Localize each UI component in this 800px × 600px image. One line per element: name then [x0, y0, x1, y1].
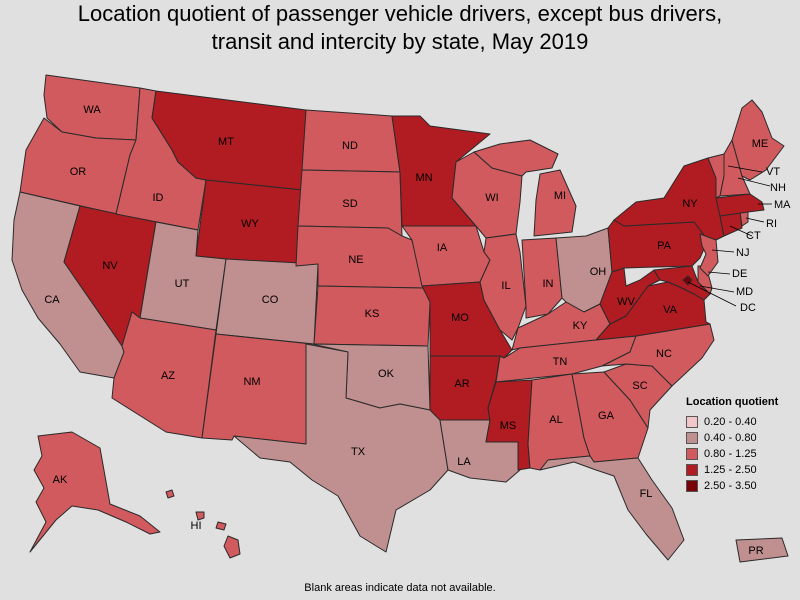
state-ak[interactable]: [29, 431, 161, 553]
label-sc: SC: [632, 380, 647, 392]
label-il: IL: [501, 280, 510, 292]
label-ak: AK: [53, 474, 68, 486]
label-or: OR: [70, 166, 87, 178]
state-pr[interactable]: [735, 537, 789, 563]
label-ut: UT: [175, 278, 190, 290]
label-wi: WI: [485, 192, 498, 204]
label-ma: MA: [774, 199, 791, 211]
leader-vt: [727, 165, 763, 173]
label-sd: SD: [342, 198, 357, 210]
footnote: Blank areas indicate data not available.: [304, 582, 496, 594]
state-ma[interactable]: [715, 193, 765, 217]
state-il[interactable]: [479, 233, 527, 341]
label-nj: NJ: [736, 247, 749, 259]
legend-swatch: [686, 448, 698, 460]
label-mo: MO: [451, 312, 469, 324]
legend-swatch: [686, 480, 698, 492]
label-ca: CA: [44, 294, 60, 306]
legend-label: 0.20 - 0.40: [704, 416, 757, 428]
label-in: IN: [543, 278, 554, 290]
label-co: CO: [262, 294, 279, 306]
label-ne: NE: [348, 254, 363, 266]
leader-dc: [687, 281, 737, 307]
legend-swatch: [686, 432, 698, 444]
label-pa: PA: [657, 240, 672, 252]
legend-title: Location quotient: [686, 396, 779, 408]
legend: Location quotient 0.20 - 0.40 0.40 - 0.8…: [686, 396, 800, 494]
legend-item: 0.20 - 0.40: [686, 414, 800, 430]
leader-nj: [711, 249, 735, 253]
label-wy: WY: [241, 218, 259, 230]
label-mn: MN: [415, 172, 432, 184]
label-ks: KS: [365, 308, 380, 320]
label-nc: NC: [656, 348, 672, 360]
legend-label: 1.25 - 2.50: [704, 464, 757, 476]
label-mi: MI: [554, 190, 566, 202]
label-fl: FL: [640, 488, 653, 500]
label-nh: NH: [770, 182, 786, 194]
map-title: Location quotient of passenger vehicle d…: [0, 0, 800, 56]
label-ok: OK: [378, 368, 395, 380]
label-ky: KY: [573, 320, 588, 332]
label-de: DE: [732, 268, 747, 280]
label-va: VA: [663, 304, 678, 316]
label-dc: DC: [740, 302, 756, 314]
legend-item: 1.25 - 2.50: [686, 462, 800, 478]
leader-nh: [737, 177, 771, 187]
state-tx[interactable]: [233, 343, 449, 553]
label-ms: MS: [500, 420, 517, 432]
state-nj[interactable]: [699, 233, 719, 277]
state-ks[interactable]: [313, 285, 431, 347]
state-ri[interactable]: [739, 211, 749, 227]
leader-de: [707, 271, 731, 275]
label-ia: IA: [437, 242, 448, 254]
label-la: LA: [457, 456, 471, 468]
state-nm[interactable]: [201, 333, 313, 445]
legend-swatch: [686, 416, 698, 428]
state-md[interactable]: [653, 265, 711, 301]
state-nc[interactable]: [601, 323, 715, 387]
legend-label: 2.50 - 3.50: [704, 480, 757, 492]
label-md: MD: [736, 286, 753, 298]
legend-label: 0.40 - 0.80: [704, 432, 757, 444]
label-ga: GA: [598, 410, 615, 422]
legend-item: 2.50 - 3.50: [686, 478, 800, 494]
label-al: AL: [549, 414, 562, 426]
label-wv: WV: [617, 296, 635, 308]
label-mt: MT: [218, 136, 234, 148]
state-me[interactable]: [731, 99, 785, 181]
legend-item: 0.80 - 1.25: [686, 446, 800, 462]
label-vt: VT: [766, 166, 780, 178]
label-tx: TX: [351, 446, 366, 458]
label-ri: RI: [766, 218, 777, 230]
legend-swatch: [686, 464, 698, 476]
title-line-2: transit and intercity by state, May 2019: [211, 29, 589, 54]
label-ny: NY: [682, 198, 698, 210]
leader-ri: [745, 217, 765, 223]
state-hi[interactable]: [165, 489, 241, 559]
label-tn: TN: [553, 356, 568, 368]
leader-md: [699, 285, 735, 293]
label-me: ME: [752, 138, 769, 150]
title-line-1: Location quotient of passenger vehicle d…: [77, 1, 723, 26]
label-nv: NV: [102, 260, 118, 272]
label-nm: NM: [243, 376, 260, 388]
label-ar: AR: [454, 378, 469, 390]
label-pr: PR: [748, 545, 763, 557]
legend-label: 0.80 - 1.25: [704, 448, 757, 460]
label-hi: HI: [191, 520, 202, 532]
legend-item: 0.40 - 0.80: [686, 430, 800, 446]
label-az: AZ: [161, 370, 175, 382]
label-id: ID: [153, 192, 164, 204]
state-fl[interactable]: [539, 455, 685, 561]
label-oh: OH: [590, 266, 607, 278]
leader-ct: [729, 225, 753, 237]
label-ct: CT: [746, 230, 761, 242]
label-wa: WA: [83, 104, 101, 116]
state-mi[interactable]: [473, 139, 577, 237]
label-nd: ND: [342, 140, 358, 152]
